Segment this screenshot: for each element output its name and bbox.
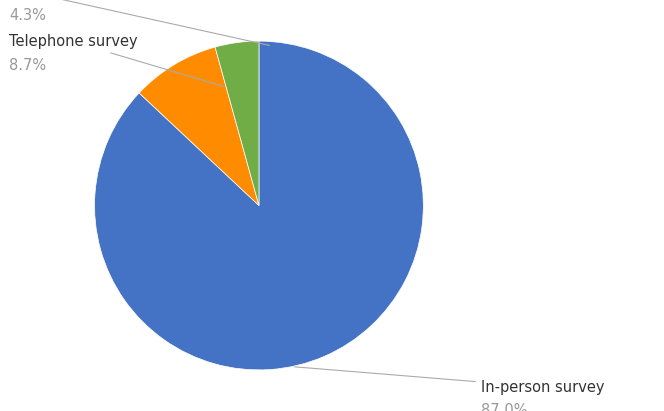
Text: Telephone survey: Telephone survey	[9, 35, 223, 86]
Wedge shape	[215, 41, 259, 206]
Text: In-person survey: In-person survey	[295, 367, 604, 395]
Text: 8.7%: 8.7%	[9, 58, 46, 72]
Wedge shape	[139, 47, 259, 206]
Text: Mixed: Mixed	[9, 0, 270, 46]
Text: 4.3%: 4.3%	[9, 8, 46, 23]
Wedge shape	[94, 41, 424, 370]
Text: 87.0%: 87.0%	[481, 403, 527, 411]
